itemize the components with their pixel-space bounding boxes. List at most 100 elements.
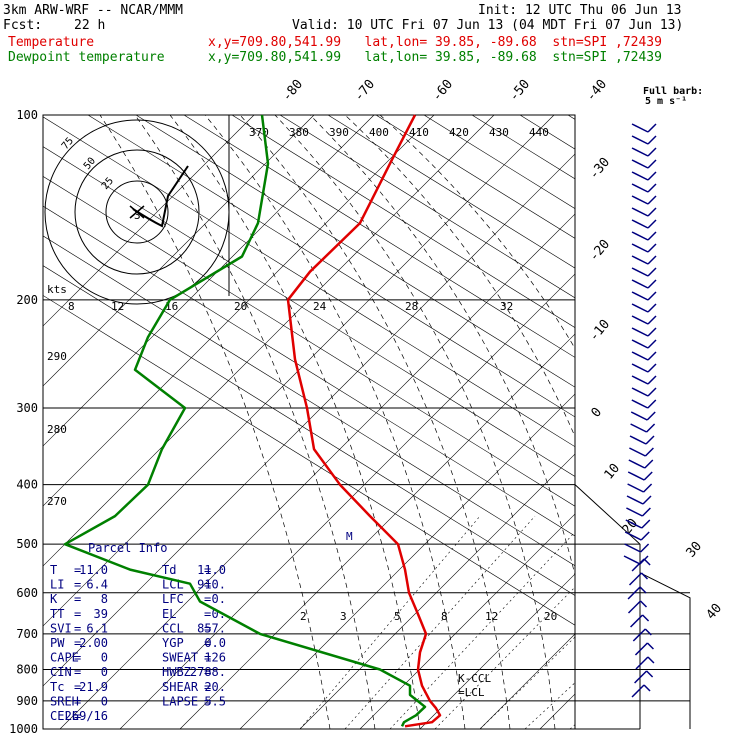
wind-barb	[631, 387, 649, 397]
parcel-info-cell: =	[204, 680, 211, 694]
theta-label: 440	[529, 126, 549, 139]
temperature-tick-label: -10	[587, 317, 614, 345]
wind-barb	[647, 171, 657, 181]
wind-barb	[647, 351, 657, 361]
theta-label: 430	[489, 126, 509, 139]
init-time: Init: 12 UTC Thu 06 Jun 13	[478, 3, 682, 18]
parcel-info-cell: 2788.	[190, 665, 226, 679]
wind-barb	[629, 447, 646, 457]
wind-barb	[647, 183, 657, 193]
wind-barb	[634, 642, 648, 656]
wind-barb	[626, 495, 644, 505]
extension-edge	[639, 572, 691, 729]
parcel-info-cell: =	[204, 665, 211, 679]
isotherm-line	[43, 115, 495, 567]
parcel-info-cell: 0.0	[204, 636, 226, 650]
wind-barb	[625, 519, 643, 529]
wind-barb	[647, 291, 657, 301]
moist-adiabat-line	[309, 115, 575, 577]
mixing-ratio-label: 3	[340, 610, 347, 623]
moist-adiabat-line	[379, 115, 575, 350]
wind-barb	[647, 327, 657, 337]
wind-barb	[646, 423, 656, 433]
wind-barb	[647, 207, 657, 217]
isotherm-line	[239, 393, 575, 729]
moist-adiabat-line	[344, 115, 575, 438]
moist-adiabat-line	[274, 115, 556, 729]
hodograph-ring-label: 50	[82, 156, 98, 172]
wind-barb	[631, 195, 649, 205]
parcel-info-cell: 20.	[204, 680, 226, 694]
parcel-info-cell: 269/16	[65, 709, 108, 723]
temperature-tick-label: -30	[587, 155, 614, 183]
pressure-tick-label: 100	[16, 108, 38, 122]
dry-adiabat-line	[43, 205, 575, 537]
dry-adiabat-line	[664, 115, 740, 673]
wind-barb	[647, 363, 657, 373]
wind-barb	[630, 411, 648, 421]
parcel-info-cell: =	[204, 694, 211, 708]
hodograph-speed-label: 32	[500, 300, 513, 313]
dry-adiabat-line	[279, 115, 575, 299]
dry-adiabat-line	[231, 115, 575, 329]
parcel-info-cell: 0	[101, 665, 108, 679]
parcel-info-cell: EL	[162, 607, 176, 621]
pressure-tick-label: 600	[16, 586, 38, 600]
hodograph-trace	[132, 165, 189, 228]
wind-barb	[647, 195, 657, 205]
barb-legend-units: 5 m s⁻¹	[645, 96, 687, 107]
wind-barb	[628, 572, 643, 586]
wind-barb	[639, 586, 647, 594]
wind-barb	[635, 656, 649, 670]
wind-barb	[631, 123, 649, 133]
wind-barb	[647, 255, 657, 265]
lcl-label: =LCL	[458, 686, 485, 699]
pressure-tick-label: 300	[16, 401, 38, 415]
wind-barb	[647, 303, 657, 313]
dewpoint-legend-info: x,y=709.80,541.99 lat,lon= 39.85, -89.68…	[208, 50, 662, 65]
wind-barb	[627, 471, 645, 481]
isotherm-line	[359, 513, 575, 729]
hodograph-ring	[44, 119, 230, 305]
hodograph-speed-label: 24	[313, 300, 327, 313]
wind-barb	[643, 471, 653, 481]
extension-edge	[574, 484, 641, 729]
parcel-info-cell: LAPSE	[162, 694, 198, 708]
wind-barb	[631, 231, 649, 241]
parcel-info-cell: =	[74, 636, 81, 650]
parcel-info-cell: 0	[101, 694, 108, 708]
parcel-info-cell: 910.	[197, 578, 226, 592]
pressure-tick-label: 500	[16, 537, 38, 551]
level-marker-label: M	[346, 530, 353, 543]
theta-label: 290	[47, 350, 67, 363]
dry-adiabat-line	[43, 295, 575, 626]
parcel-info-cell: CELL	[50, 709, 79, 723]
parcel-info-cell: CAPE	[50, 651, 79, 665]
parcel-info-cell: LI	[50, 578, 64, 592]
dry-adiabat-line	[43, 265, 575, 596]
wind-barb	[644, 459, 654, 469]
wind-barb	[631, 243, 649, 253]
wind-barb	[647, 279, 657, 289]
parcel-info-cell: SHEAR	[162, 680, 199, 694]
parcel-info-cell: =	[74, 680, 81, 694]
mixing-ratio-line	[299, 515, 481, 729]
dry-adiabat-line	[183, 115, 575, 358]
mixing-ratio-label: 8	[441, 610, 448, 623]
parcel-info-cell: =	[204, 621, 211, 635]
wind-barb	[631, 255, 649, 265]
wind-barb	[631, 219, 649, 229]
parcel-info-cell: CIN	[50, 665, 72, 679]
wind-barb	[640, 531, 650, 541]
wind-barb	[631, 363, 649, 373]
wind-barb	[647, 656, 655, 664]
hodograph-ring	[105, 180, 169, 244]
isotherm-line	[43, 115, 375, 447]
wind-barb	[631, 375, 649, 385]
hodograph-center-label: 3	[134, 209, 141, 222]
wind-barb	[624, 531, 642, 541]
wind-barb	[631, 171, 649, 181]
parcel-info-cell: 6.4	[86, 578, 108, 592]
moist-adiabat-line	[134, 115, 376, 729]
